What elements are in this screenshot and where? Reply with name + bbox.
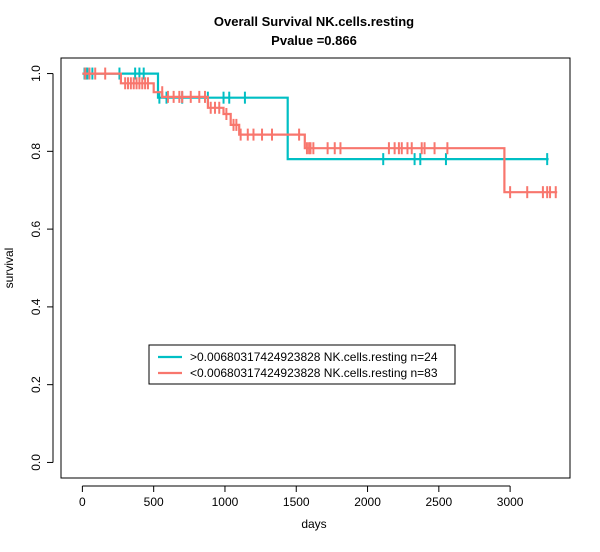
y-tick-label: 0.8 xyxy=(29,143,43,160)
y-tick-label: 0.2 xyxy=(29,376,43,393)
chart-subtitle: Pvalue =0.866 xyxy=(271,33,357,48)
y-tick-label: 0.0 xyxy=(29,454,43,471)
survival-curve-low xyxy=(82,72,558,194)
legend-box xyxy=(148,344,456,385)
x-axis: 0 500 1000 1500 2000 2500 3000 xyxy=(79,485,524,509)
y-tick-label: 0.6 xyxy=(29,220,43,237)
x-tick-label: 3000 xyxy=(497,495,524,509)
survival-curve-high-group xyxy=(82,67,549,166)
y-axis: 0.0 0.2 0.4 0.6 0.8 1.0 xyxy=(29,65,54,471)
x-tick-label: 0 xyxy=(79,495,86,509)
legend-label-high: >0.00680317424923828 NK.cells.resting n=… xyxy=(190,350,438,364)
plot-frame xyxy=(60,57,571,479)
x-tick-label: 500 xyxy=(144,495,164,509)
survival-curve-low-group xyxy=(82,67,558,199)
legend: >0.00680317424923828 NK.cells.resting n=… xyxy=(148,344,456,385)
series-layer xyxy=(82,67,558,199)
y-axis-label: survival xyxy=(2,248,16,289)
survival-curve-high xyxy=(82,72,549,161)
y-tick-label: 1.0 xyxy=(29,65,43,82)
x-tick-label: 1000 xyxy=(212,495,239,509)
chart-title: Overall Survival NK.cells.resting xyxy=(214,14,414,29)
legend-label-low: <0.00680317424923828 NK.cells.resting n=… xyxy=(190,366,438,380)
y-tick-label: 0.4 xyxy=(29,298,43,315)
x-tick-label: 2000 xyxy=(354,495,381,509)
x-tick-label: 1500 xyxy=(283,495,310,509)
x-tick-label: 2500 xyxy=(425,495,452,509)
x-axis-label: days xyxy=(301,517,326,531)
